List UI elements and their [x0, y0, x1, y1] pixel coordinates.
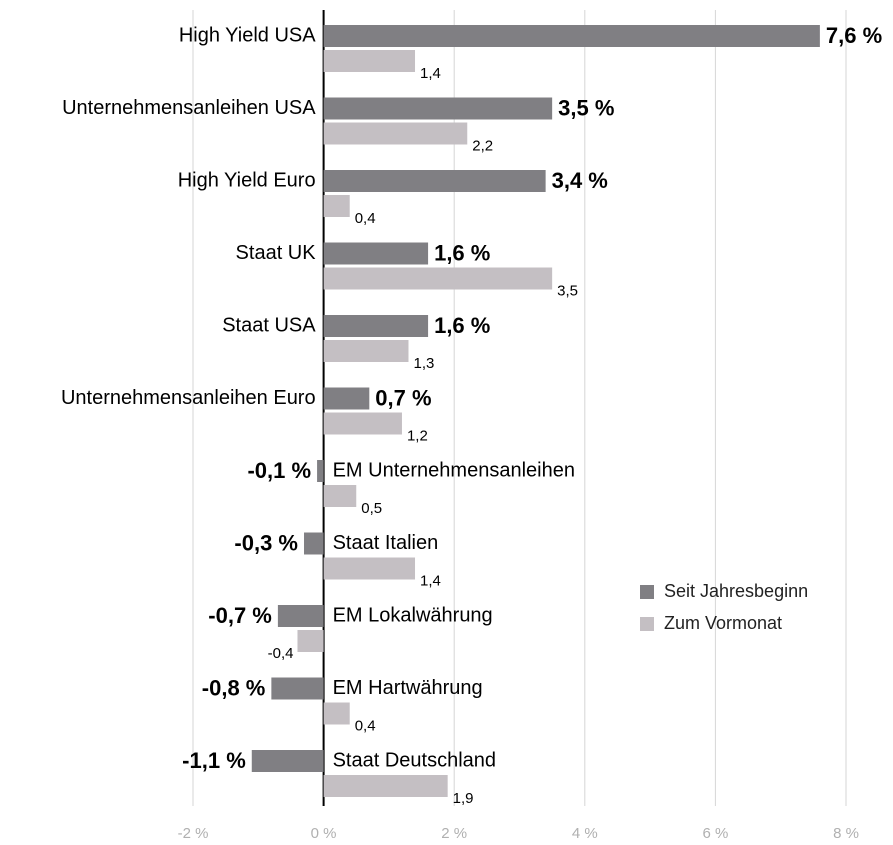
- legend-swatch: [640, 617, 654, 631]
- bar: [251, 750, 324, 772]
- value-label: -0,3 %: [234, 530, 298, 555]
- category-label: EM Lokalwährung: [333, 604, 493, 626]
- value-label: 3,5: [557, 282, 578, 299]
- category-label: High Yield USA: [179, 24, 316, 46]
- bar: [277, 605, 324, 627]
- x-tick-label: 4 %: [572, 825, 598, 842]
- bar: [323, 557, 416, 580]
- value-label: 1,6 %: [434, 313, 490, 338]
- bar: [323, 315, 429, 337]
- category-label: High Yield Euro: [178, 169, 316, 191]
- category-label: EM Unternehmensanleihen: [333, 459, 575, 481]
- x-tick-label: 6 %: [702, 825, 728, 842]
- category-label: EM Hartwährung: [333, 677, 483, 699]
- bar: [323, 412, 402, 435]
- legend-label: Seit Jahresbeginn: [664, 581, 808, 601]
- category-label: Unternehmensanleihen USA: [62, 97, 316, 119]
- bar: [323, 485, 357, 507]
- category-label: Unternehmensanleihen Euro: [61, 387, 316, 409]
- x-tick-label: 2 %: [441, 825, 467, 842]
- bar: [323, 387, 370, 410]
- x-tick-label: 8 %: [833, 825, 859, 842]
- x-tick-label: -2 %: [178, 825, 209, 842]
- category-label: Staat UK: [236, 242, 317, 264]
- bar: [304, 532, 324, 555]
- category-label: Staat USA: [222, 314, 316, 336]
- value-label: 1,4: [420, 572, 441, 589]
- category-label: Staat Italien: [333, 532, 439, 554]
- legend-label: Zum Vormonat: [664, 613, 782, 633]
- value-label: 2,2: [472, 137, 493, 154]
- legend-swatch: [640, 585, 654, 599]
- bar: [317, 460, 324, 482]
- bar: [323, 50, 416, 72]
- value-label: 1,9: [453, 790, 474, 807]
- value-label: 0,4: [355, 717, 376, 734]
- value-label: 3,5 %: [558, 95, 614, 120]
- value-label: -0,8 %: [202, 675, 266, 700]
- bar: [323, 195, 350, 217]
- bar: [323, 340, 409, 362]
- value-label: -0,1 %: [247, 458, 311, 483]
- bar: [323, 702, 350, 725]
- bar: [323, 122, 468, 145]
- value-label: 0,4: [355, 210, 376, 227]
- bar: [323, 267, 553, 290]
- bar: [323, 170, 546, 192]
- bar: [323, 775, 448, 797]
- bar: [297, 630, 324, 652]
- bar: [323, 97, 553, 120]
- value-label: 1,6 %: [434, 240, 490, 265]
- value-label: 0,5: [361, 500, 382, 517]
- value-label: -0,7 %: [208, 603, 272, 628]
- value-label: 1,4: [420, 65, 441, 82]
- category-label: Staat Deutschland: [333, 749, 496, 771]
- value-label: -0,4: [268, 645, 294, 662]
- bar: [323, 242, 429, 265]
- value-label: 1,3: [413, 355, 434, 372]
- bar: [271, 677, 324, 700]
- value-label: 3,4 %: [552, 168, 608, 193]
- value-label: -1,1 %: [182, 748, 246, 773]
- value-label: 7,6 %: [826, 23, 882, 48]
- value-label: 0,7 %: [375, 385, 431, 410]
- x-tick-label: 0 %: [311, 825, 337, 842]
- value-label: 1,2: [407, 427, 428, 444]
- bar: [323, 25, 820, 47]
